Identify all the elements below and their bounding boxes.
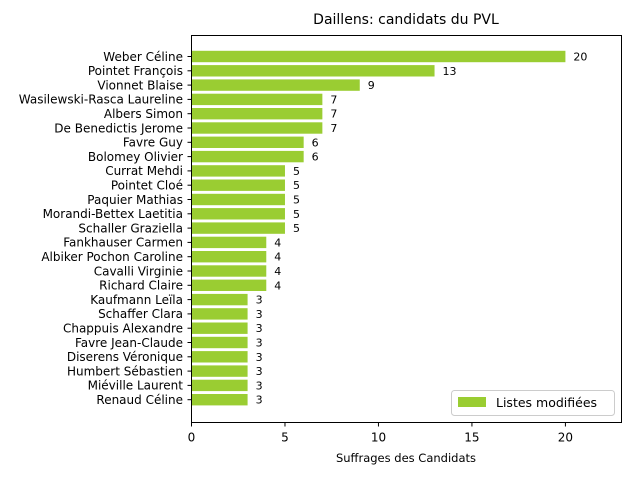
- bar: [191, 179, 285, 191]
- y-tick-label: Cavalli Virginie: [94, 264, 183, 278]
- data-label: 3: [256, 351, 263, 364]
- bar: [191, 65, 435, 77]
- y-tick-label: Humbert Sébastien: [67, 364, 183, 378]
- data-label: 9: [368, 79, 375, 92]
- data-label: 4: [274, 236, 281, 249]
- data-label: 4: [274, 265, 281, 278]
- data-label: 6: [312, 136, 319, 149]
- x-axis-ticks-group: 0 5 10 15 20: [188, 422, 573, 445]
- y-tick-label: Richard Claire: [99, 279, 183, 293]
- bar: [191, 236, 267, 249]
- bar: [191, 50, 566, 63]
- y-tick-label: Fankhauser Carmen: [63, 236, 183, 250]
- legend-swatch: [458, 397, 486, 407]
- data-label: 5: [293, 179, 300, 192]
- plot-frame: [191, 35, 622, 423]
- data-label: 3: [256, 379, 263, 392]
- x-tick-label: 10: [371, 431, 386, 445]
- bar: [191, 251, 267, 263]
- data-label: 5: [293, 222, 300, 235]
- bar: [191, 336, 248, 349]
- bar: [191, 108, 323, 120]
- y-tick-label: Morandi-Bettex Laetitia: [43, 207, 183, 221]
- data-label: 20: [573, 51, 587, 64]
- y-tick-label: Miéville Laurent: [88, 379, 184, 393]
- y-tick-label: Schaller Graziella: [78, 221, 183, 235]
- y-tick-label: Vionnet Blaise: [97, 78, 183, 92]
- bars-group: [191, 50, 566, 406]
- bar: [191, 222, 285, 234]
- data-label: 5: [293, 208, 300, 221]
- bar: [191, 379, 248, 392]
- y-tick-label: Schaffer Clara: [98, 307, 183, 321]
- y-tick-label: Pointet François: [88, 64, 183, 78]
- data-label: 13: [443, 65, 457, 78]
- bar: [191, 351, 248, 363]
- data-label: 4: [274, 279, 281, 292]
- data-label: 7: [330, 93, 337, 106]
- data-label: 3: [256, 365, 263, 378]
- x-tick-label: 15: [464, 431, 479, 445]
- data-label: 3: [256, 294, 263, 307]
- data-label: 7: [330, 108, 337, 121]
- bar: [191, 265, 267, 277]
- data-label: 3: [256, 322, 263, 335]
- y-tick-label: Renaud Céline: [96, 393, 183, 407]
- x-tick-label: 5: [281, 431, 289, 445]
- data-label: 3: [256, 394, 263, 407]
- bar: [191, 122, 323, 134]
- y-tick-label: Weber Céline: [103, 50, 183, 64]
- bar: [191, 136, 304, 148]
- y-tick-label: De Benedictis Jerome: [54, 121, 183, 135]
- y-tick-label: Albers Simon: [104, 107, 183, 121]
- x-tick-label: 20: [558, 431, 573, 445]
- bar: [191, 93, 323, 106]
- y-tick-label: Diserens Véronique: [67, 350, 183, 364]
- bar: [191, 165, 285, 177]
- bar: [191, 293, 248, 306]
- x-axis-label: Suffrages des Candidats: [336, 451, 476, 465]
- data-label: 4: [274, 251, 281, 264]
- data-label: 5: [293, 194, 300, 207]
- y-tick-label: Wasilewski-Rasca Laureline: [19, 93, 183, 107]
- data-label: 3: [256, 337, 263, 350]
- x-tick-label: 0: [188, 431, 196, 445]
- data-label: 5: [293, 165, 300, 178]
- y-tick-label: Chappuis Alexandre: [63, 322, 183, 336]
- y-tick-label: Paquier Mathias: [87, 193, 183, 207]
- y-tick-label: Kaufmann Leïla: [90, 293, 183, 307]
- legend-label: Listes modifiées: [496, 395, 597, 410]
- bar: [191, 308, 248, 320]
- bar: [191, 150, 304, 163]
- legend-frame: [451, 390, 615, 416]
- bar: [191, 322, 248, 334]
- y-tick-label: Pointet Cloé: [111, 179, 183, 193]
- bar: [191, 208, 285, 220]
- legend: Listes modifiées: [451, 390, 615, 416]
- bar: [191, 193, 285, 206]
- bar: [191, 365, 248, 377]
- bar: [191, 279, 267, 291]
- chart-title: Daillens: candidats du PVL: [313, 12, 499, 28]
- y-tick-label: Favre Guy: [123, 136, 183, 150]
- bar: [191, 394, 248, 406]
- data-label: 6: [312, 151, 319, 164]
- data-label: 3: [256, 308, 263, 321]
- data-label: 7: [330, 122, 337, 135]
- y-tick-label: Bolomey Olivier: [88, 150, 183, 164]
- y-tick-label: Favre Jean-Claude: [75, 336, 183, 350]
- y-tick-label: Currat Mehdi: [105, 164, 183, 178]
- y-tick-label: Albiker Pochon Caroline: [41, 250, 183, 264]
- bar: [191, 79, 360, 91]
